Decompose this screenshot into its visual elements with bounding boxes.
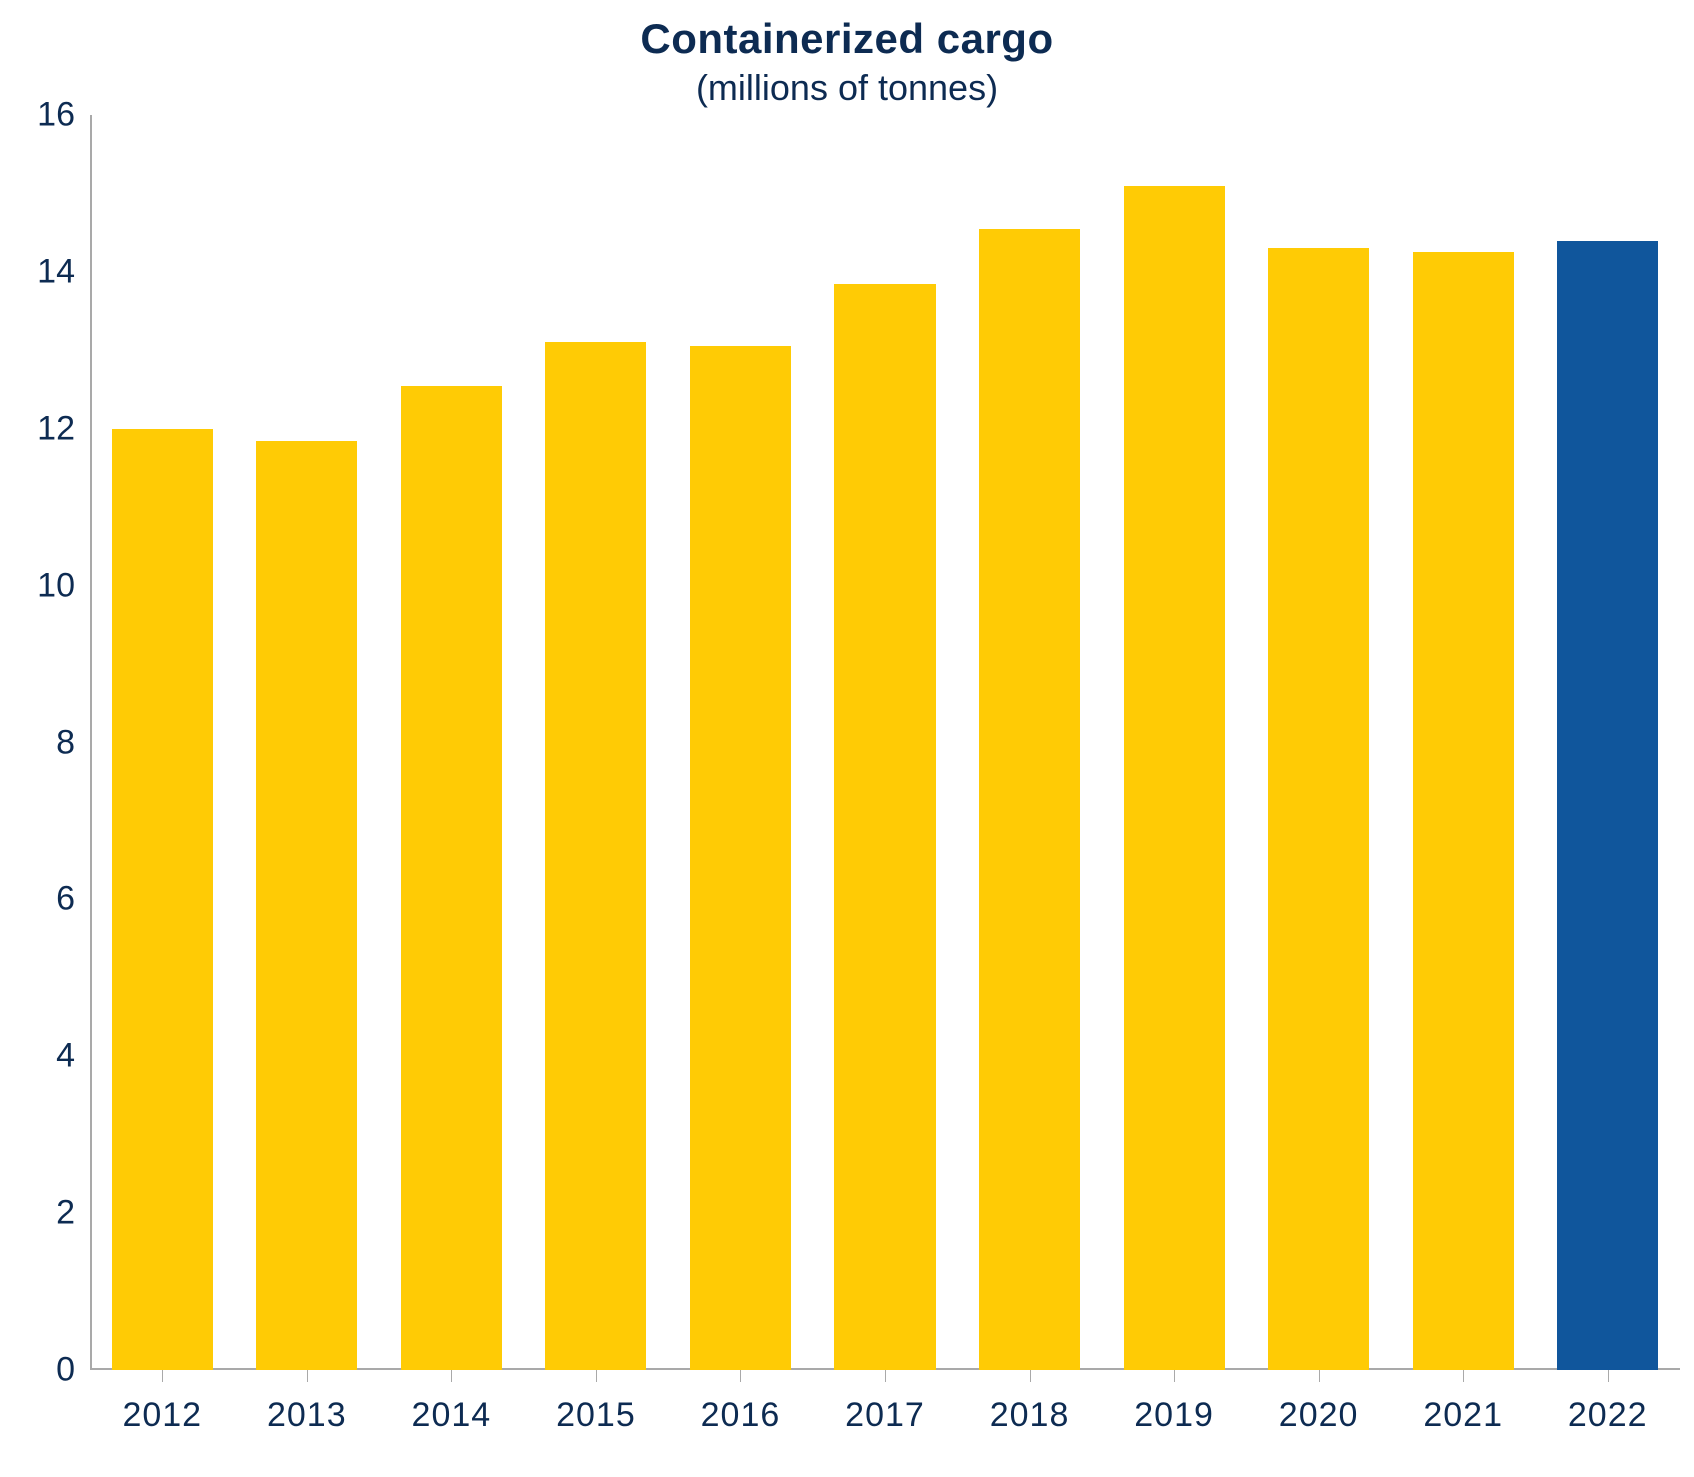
x-tick-label: 2021 (1423, 1396, 1503, 1435)
bar (834, 284, 935, 1370)
x-tick (162, 1370, 163, 1382)
x-tick (885, 1370, 886, 1382)
x-tick (1463, 1370, 1464, 1382)
x-tick-label: 2015 (556, 1396, 636, 1435)
x-tick (1319, 1370, 1320, 1382)
chart-title: Containerized cargo (0, 15, 1694, 63)
y-axis-line (90, 115, 92, 1370)
x-tick-label: 2020 (1279, 1396, 1359, 1435)
chart-subtitle: (millions of tonnes) (0, 67, 1694, 109)
y-tick-label: 12 (20, 409, 75, 448)
bar (1124, 186, 1225, 1370)
x-tick (451, 1370, 452, 1382)
bar (979, 229, 1080, 1370)
bar (401, 386, 502, 1370)
bar (690, 346, 791, 1370)
y-tick-label: 14 (20, 252, 75, 291)
x-tick-label: 2014 (412, 1396, 492, 1435)
y-tick-label: 16 (20, 96, 75, 135)
chart-titles: Containerized cargo (millions of tonnes) (0, 15, 1694, 109)
bar (1413, 252, 1514, 1370)
bar (112, 429, 213, 1370)
y-tick-label: 4 (20, 1037, 75, 1076)
x-tick-label: 2016 (701, 1396, 781, 1435)
x-tick (596, 1370, 597, 1382)
y-tick-label: 2 (20, 1194, 75, 1233)
bar (1268, 248, 1369, 1370)
x-tick-label: 2017 (845, 1396, 925, 1435)
bar (1557, 241, 1658, 1371)
x-tick-label: 2013 (267, 1396, 347, 1435)
y-tick-label: 8 (20, 723, 75, 762)
y-tick-label: 10 (20, 566, 75, 605)
y-tick-label: 0 (20, 1351, 75, 1390)
x-tick-label: 2019 (1134, 1396, 1214, 1435)
x-tick-label: 2012 (122, 1396, 202, 1435)
x-tick (1608, 1370, 1609, 1382)
x-tick (1174, 1370, 1175, 1382)
x-tick-label: 2022 (1568, 1396, 1648, 1435)
bar (256, 441, 357, 1370)
x-tick-label: 2018 (990, 1396, 1070, 1435)
x-tick (307, 1370, 308, 1382)
x-tick (740, 1370, 741, 1382)
x-tick (1030, 1370, 1031, 1382)
y-tick-label: 6 (20, 880, 75, 919)
bar (545, 342, 646, 1370)
plot-area: 0246810121416201220132014201520162017201… (90, 115, 1680, 1370)
bar-chart: Containerized cargo (millions of tonnes)… (0, 0, 1694, 1477)
